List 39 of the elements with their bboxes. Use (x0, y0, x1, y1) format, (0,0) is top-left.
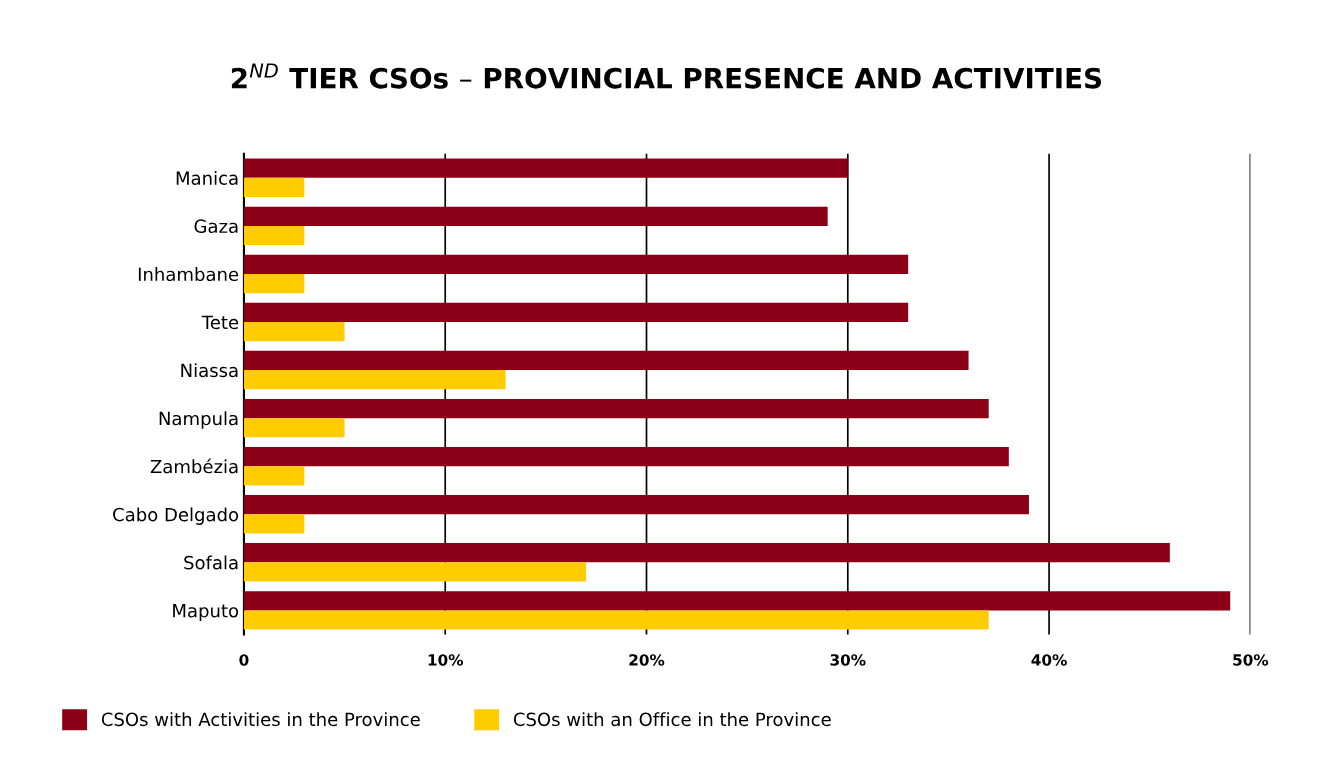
bar (243, 418, 345, 438)
bar (243, 591, 1231, 611)
y-tick-label: Cabo Delgado (113, 507, 239, 525)
y-tick-label: Niassa (181, 363, 238, 378)
bar (243, 302, 909, 323)
x-tick-label: 50% (1233, 654, 1269, 666)
y-tick-label: Nampula (159, 411, 238, 429)
bar (243, 610, 989, 630)
y-tick-label: Sofala (184, 555, 238, 570)
y-tick-label: Tete (201, 315, 239, 330)
x-tick-label: 20% (629, 654, 665, 666)
bar (243, 206, 828, 226)
x-tick-label: 40% (1031, 654, 1067, 666)
bar (243, 350, 969, 371)
bar (243, 158, 848, 178)
bar (243, 273, 305, 294)
bar (243, 177, 305, 198)
bar (243, 514, 305, 534)
bar (243, 543, 1170, 563)
bar (243, 322, 345, 342)
y-tick-label: Manica (176, 170, 238, 185)
bar (243, 254, 909, 274)
chart-title: 2$^{ND}$ TIER CSOs – PROVINCIAL PRESENCE AND ACTIVITIES (231, 63, 1102, 89)
bar (243, 466, 305, 486)
legend-label: CSOs with Activities in the Province (101, 712, 420, 727)
y-tick-label: Inhambane (138, 267, 239, 282)
bar (243, 446, 1009, 467)
legend-label: CSOs with an Office in the Province (513, 712, 831, 727)
y-tick-label: Maputo (173, 604, 239, 622)
bar (243, 370, 506, 390)
x-tick-label: 30% (830, 654, 866, 666)
y-tick-label: Gaza (194, 219, 238, 234)
x-tick-label: 10% (428, 654, 464, 666)
bar (243, 225, 305, 246)
y-tick-label: Zambézia (150, 458, 238, 474)
x-tick-label: 0 (239, 654, 249, 666)
bar (243, 495, 1029, 515)
bar (243, 398, 989, 419)
bar (243, 562, 587, 582)
